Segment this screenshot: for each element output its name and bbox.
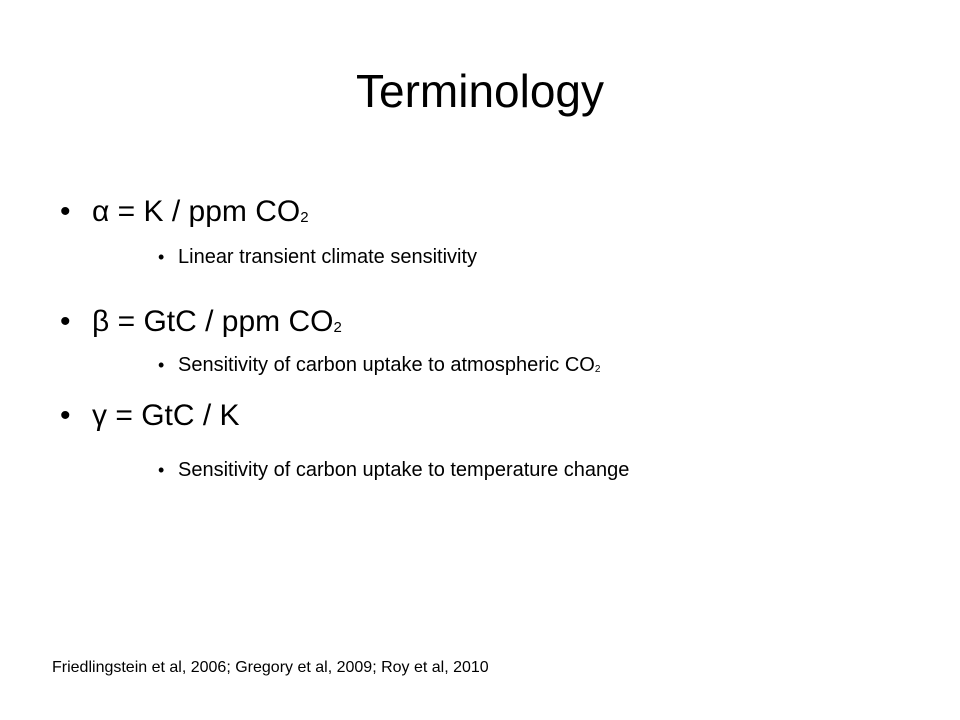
bullet-dot: • [60,195,71,228]
subscript: 2 [300,208,309,226]
bullet-text: γ = GtC / K [92,399,240,432]
subscript: 2 [594,363,601,375]
bullet-dot: • [60,305,71,338]
bullet-dot: • [158,460,165,480]
subscript: 2 [333,318,342,336]
bullet: α = K / ppm CO2 [92,192,309,237]
bullet: γ = GtC / K [92,396,240,436]
bullet-text: α = K / ppm CO [92,195,301,228]
bullet-dot: • [158,355,165,375]
bullet: β = GtC / ppm CO2 [92,302,342,347]
sub-bullet-text: Sensitivity of carbon uptake to temperat… [178,459,630,481]
slide-title: Terminology [356,65,604,117]
sub-bullet-text: Linear transient climate sensitivity [178,246,478,268]
bullet-dot: • [158,247,165,267]
bullet-dot: • [60,399,71,432]
sub-bullet: Linear transient climate sensitivity [178,243,477,271]
bullet-text: β = GtC / ppm CO [92,305,334,338]
sub-bullet: Sensitivity of carbon uptake to temperat… [178,456,629,484]
footnote: Friedlingstein et al, 2006; Gregory et a… [52,659,489,676]
sub-bullet-text: Sensitivity of carbon uptake to atmosphe… [178,354,595,376]
sub-bullet: Sensitivity of carbon uptake to atmosphe… [178,351,600,383]
